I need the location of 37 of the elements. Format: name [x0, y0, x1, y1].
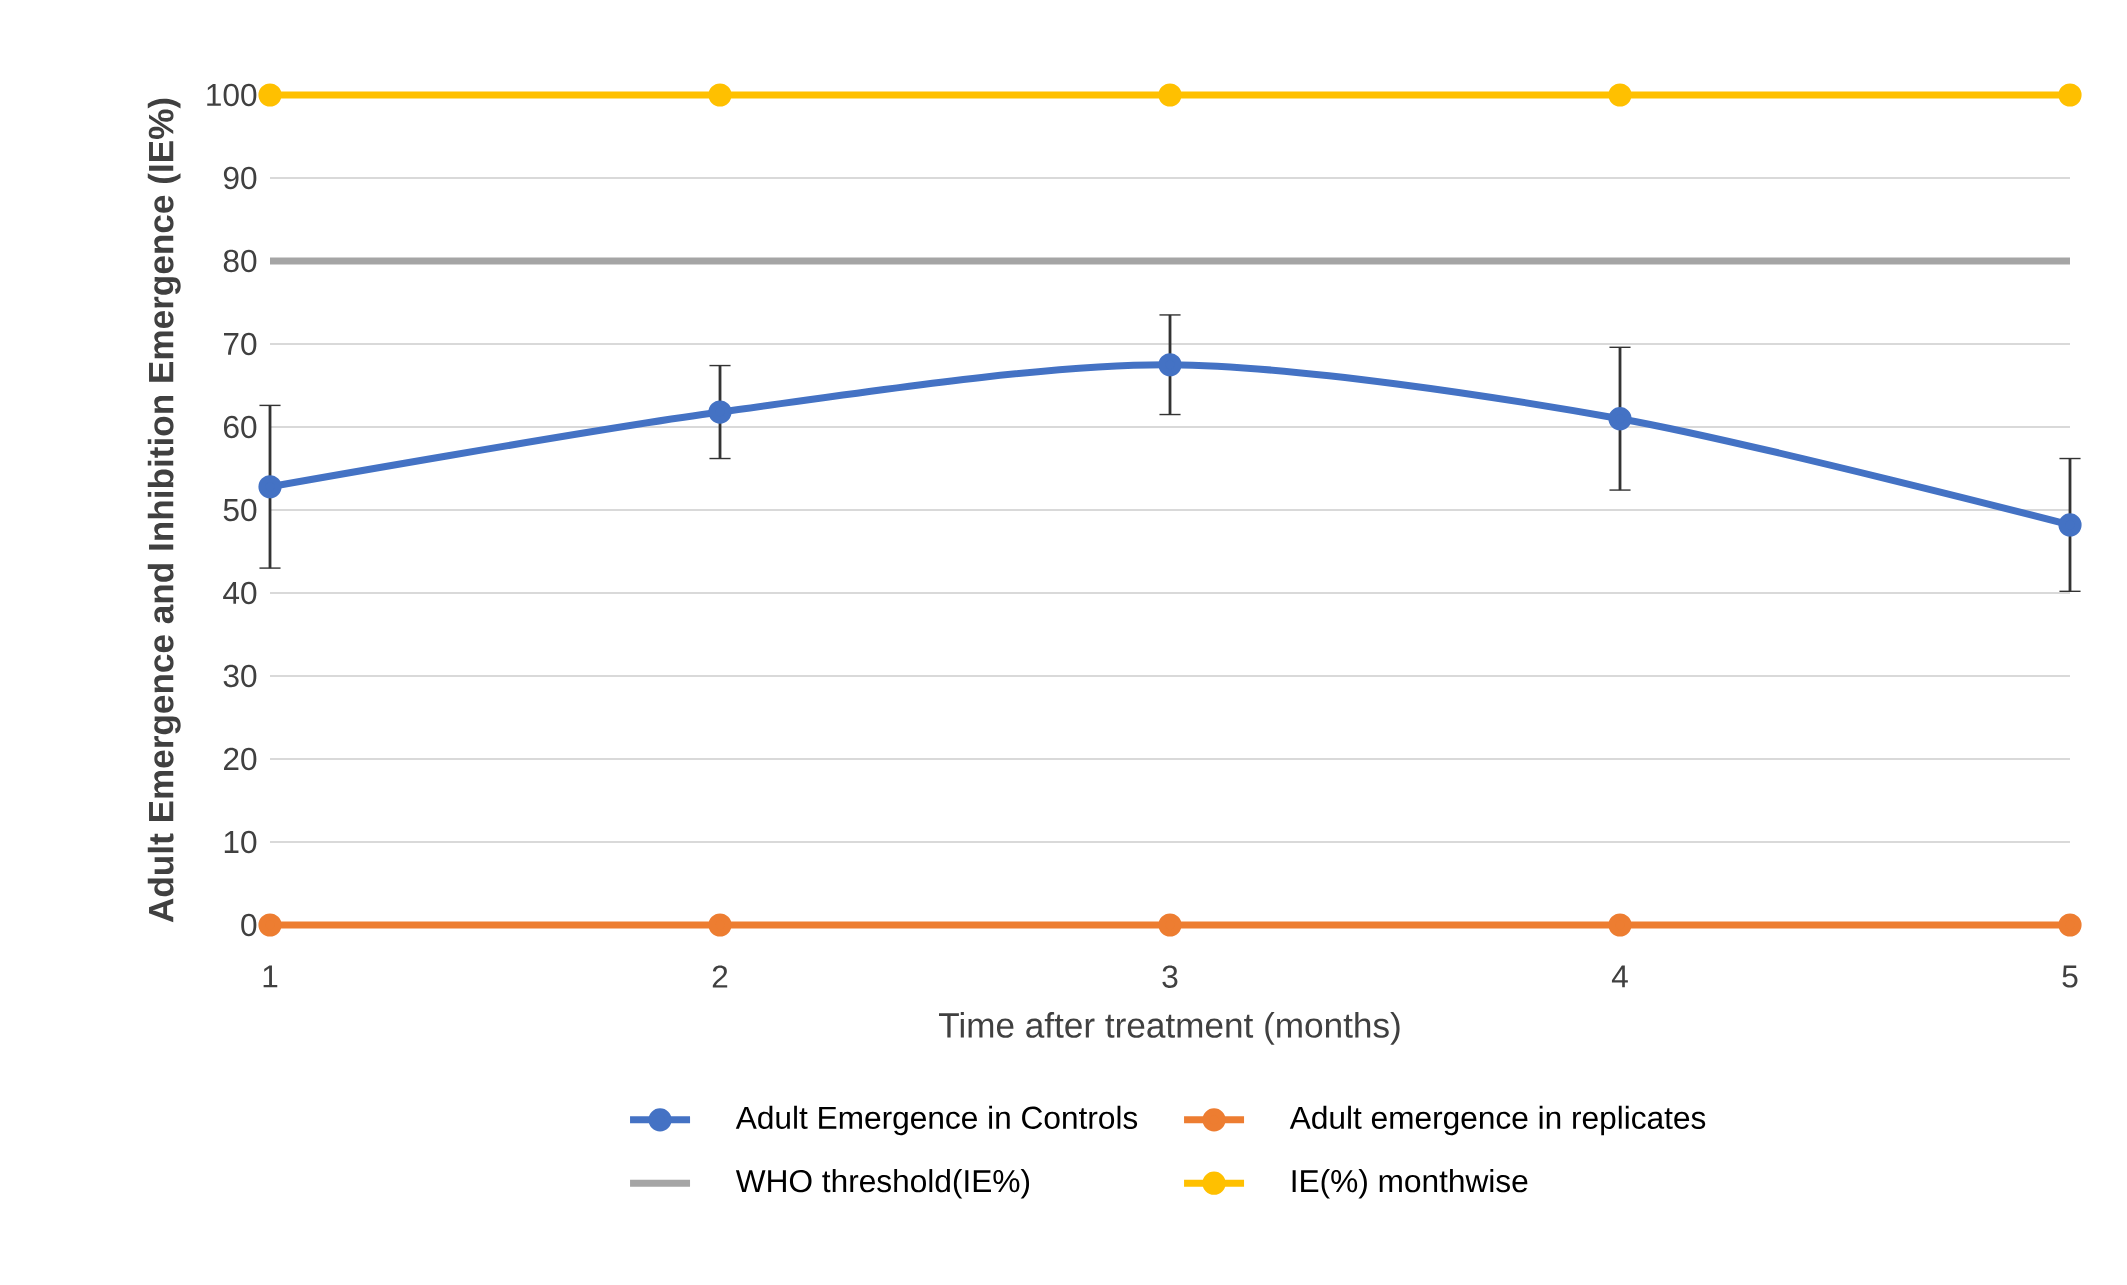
x-tick-label: 2: [712, 965, 728, 988]
legend-label: Adult emergence in replicates: [1289, 1105, 1706, 1136]
legend-label: Adult Emergence in Controls: [735, 1105, 1138, 1136]
y-tick-label: 90: [223, 166, 257, 190]
point: [2058, 913, 2082, 937]
point: [1158, 913, 1182, 937]
y-tick-label: 0: [241, 913, 257, 937]
point: [708, 400, 732, 424]
point: [708, 913, 732, 937]
x-axis-title: Time after treatment (months): [939, 1012, 1400, 1045]
point: [258, 83, 282, 107]
point: [1158, 353, 1182, 377]
y-axis-title: Adult Emergence and Inhibition Emergence (IE%): [147, 98, 181, 923]
y-tick-label: 70: [224, 332, 257, 356]
point: [1608, 913, 1632, 937]
y-tick-label: 100: [207, 83, 257, 107]
y-tick-label: 50: [223, 498, 257, 522]
point: [2058, 83, 2082, 107]
point: [1608, 83, 1632, 107]
y-tick-label: 40: [223, 581, 257, 605]
legend-label: IE(%) monthwise: [1292, 1169, 1528, 1199]
y-tick-label: 60: [224, 415, 257, 439]
x-tick-label: 3: [1162, 965, 1178, 988]
legend-label: WHO threshold(IE%): [735, 1169, 1030, 1199]
y-tick-label: 30: [223, 664, 257, 688]
x-tick-label: 4: [1611, 965, 1628, 988]
point: [1608, 407, 1632, 431]
point: [1158, 83, 1182, 107]
y-tick-label: 10: [224, 830, 257, 854]
point: [708, 83, 732, 107]
y-tick-label: 20: [224, 747, 257, 771]
point: [258, 913, 282, 937]
point: [2058, 513, 2082, 537]
x-tick-label: 1: [263, 965, 278, 988]
point: [258, 475, 282, 499]
x-tick-label: 5: [2062, 965, 2078, 988]
y-tick-label: 80: [223, 249, 257, 273]
